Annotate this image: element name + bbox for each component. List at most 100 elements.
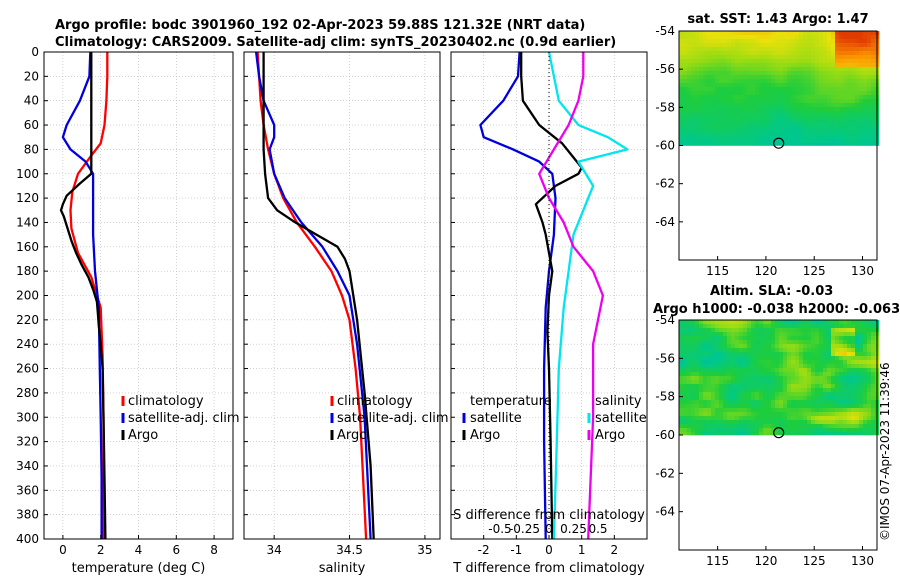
sst-field-cell — [835, 95, 840, 100]
sla-field-cell — [811, 404, 816, 409]
sst-field-cell — [811, 103, 816, 108]
sla-field-cell — [779, 340, 784, 345]
sst-field-cell — [811, 79, 816, 84]
sst-lat-tick-label: -54 — [655, 24, 675, 38]
sst-field-cell — [867, 119, 872, 124]
sst-field-cell — [799, 67, 804, 72]
sst-field-cell — [791, 67, 796, 72]
sst-field-cell — [771, 115, 776, 120]
sla-field-cell — [835, 368, 840, 373]
sst-field-cell — [695, 43, 700, 48]
temperature-xtick-label: 2 — [97, 543, 105, 557]
sla-field-cell — [679, 396, 684, 401]
sla-field-cell — [795, 352, 800, 357]
sst-field-cell — [831, 79, 836, 84]
sla-field-cell — [859, 332, 864, 337]
sla-field-cell — [731, 364, 736, 369]
sla-field-cell — [803, 332, 808, 337]
sla-field-cell — [771, 328, 776, 333]
sst-field-cell — [819, 75, 824, 80]
sla-field-cell — [811, 408, 816, 413]
sst-field-cell — [835, 79, 840, 84]
sla-field-cell — [695, 352, 700, 357]
sst-lon-tick-label: 130 — [851, 264, 874, 278]
sst-field-cell — [811, 43, 816, 48]
sla-field-cell — [863, 360, 868, 365]
sla-field-cell — [827, 420, 832, 425]
sst-field-cell — [683, 79, 688, 84]
sst-field-cell — [847, 123, 852, 128]
sst-field-cell — [743, 99, 748, 104]
sla-field-cell — [759, 420, 764, 425]
sla-field-cell — [827, 360, 832, 365]
sst-field-cell — [775, 79, 780, 84]
sla-field-cell — [847, 408, 852, 413]
sst-field-cell — [755, 103, 760, 108]
sla-field-cell — [747, 332, 752, 337]
sla-field-cell — [679, 408, 684, 413]
sla-field-cell — [859, 372, 864, 377]
sla-field-cell — [723, 376, 728, 381]
sst-field-cell — [863, 51, 868, 56]
sst-field-cell — [803, 99, 808, 104]
sla-field-cell — [871, 384, 876, 389]
sst-field-cell — [863, 79, 868, 84]
sst-field-cell — [795, 67, 800, 72]
sst-field-cell — [731, 83, 736, 88]
sla-field-cell — [871, 392, 876, 397]
sst-field-cell — [751, 75, 756, 80]
sst-field-cell — [719, 79, 724, 84]
sst-field-cell — [763, 79, 768, 84]
sla-field-cell — [703, 392, 708, 397]
sst-field-cell — [763, 71, 768, 76]
sla-field-cell — [819, 368, 824, 373]
sst-field-cell — [851, 63, 856, 68]
sla-field-cell — [719, 380, 724, 385]
sst-field-cell — [823, 47, 828, 52]
sla-field-cell — [791, 368, 796, 373]
sst-field-cell — [835, 131, 840, 136]
sla-field-cell — [759, 380, 764, 385]
sla-field-cell — [803, 380, 808, 385]
sst-field-cell — [807, 123, 812, 128]
sla-field-cell — [867, 340, 872, 345]
sst-field-cell — [679, 43, 684, 48]
sla-field-cell — [859, 392, 864, 397]
sst-field-cell — [679, 59, 684, 64]
sla-field-cell — [791, 328, 796, 333]
sst-field-cell — [855, 31, 860, 36]
sst-field-cell — [679, 99, 684, 104]
sla-field-cell — [743, 424, 748, 429]
sla-field-cell — [683, 348, 688, 353]
sst-field-cell — [759, 111, 764, 116]
sla-field-cell — [731, 328, 736, 333]
sst-field-cell — [735, 83, 740, 88]
sla-field-cell — [767, 412, 772, 417]
sst-field-cell — [815, 79, 820, 84]
sla-field-cell — [783, 416, 788, 421]
sst-field-cell — [695, 47, 700, 52]
sst-field-cell — [823, 43, 828, 48]
sla-field-cell — [847, 420, 852, 425]
sla-field-cell — [815, 404, 820, 409]
sla-field-cell — [779, 344, 784, 349]
sst-field-cell — [711, 35, 716, 40]
sla-field-cell — [819, 360, 824, 365]
sla-field-cell — [843, 336, 848, 341]
sst-field-cell — [747, 115, 752, 120]
sst-field-cell — [767, 71, 772, 76]
sla-lon-tick-label: 115 — [706, 554, 729, 568]
sst-field-cell — [783, 119, 788, 124]
sst-field-cell — [827, 55, 832, 60]
sla-field-cell — [763, 404, 768, 409]
sst-field-cell — [751, 63, 756, 68]
sst-field-cell — [719, 143, 724, 146]
sst-field-cell — [855, 99, 860, 104]
sst-field-cell — [715, 99, 720, 104]
sla-field-cell — [715, 328, 720, 333]
sla-field-cell — [687, 364, 692, 369]
sst-field-cell — [819, 39, 824, 44]
sla-field-cell — [715, 392, 720, 397]
sla-field-cell — [787, 380, 792, 385]
sla-field-cell — [707, 424, 712, 429]
